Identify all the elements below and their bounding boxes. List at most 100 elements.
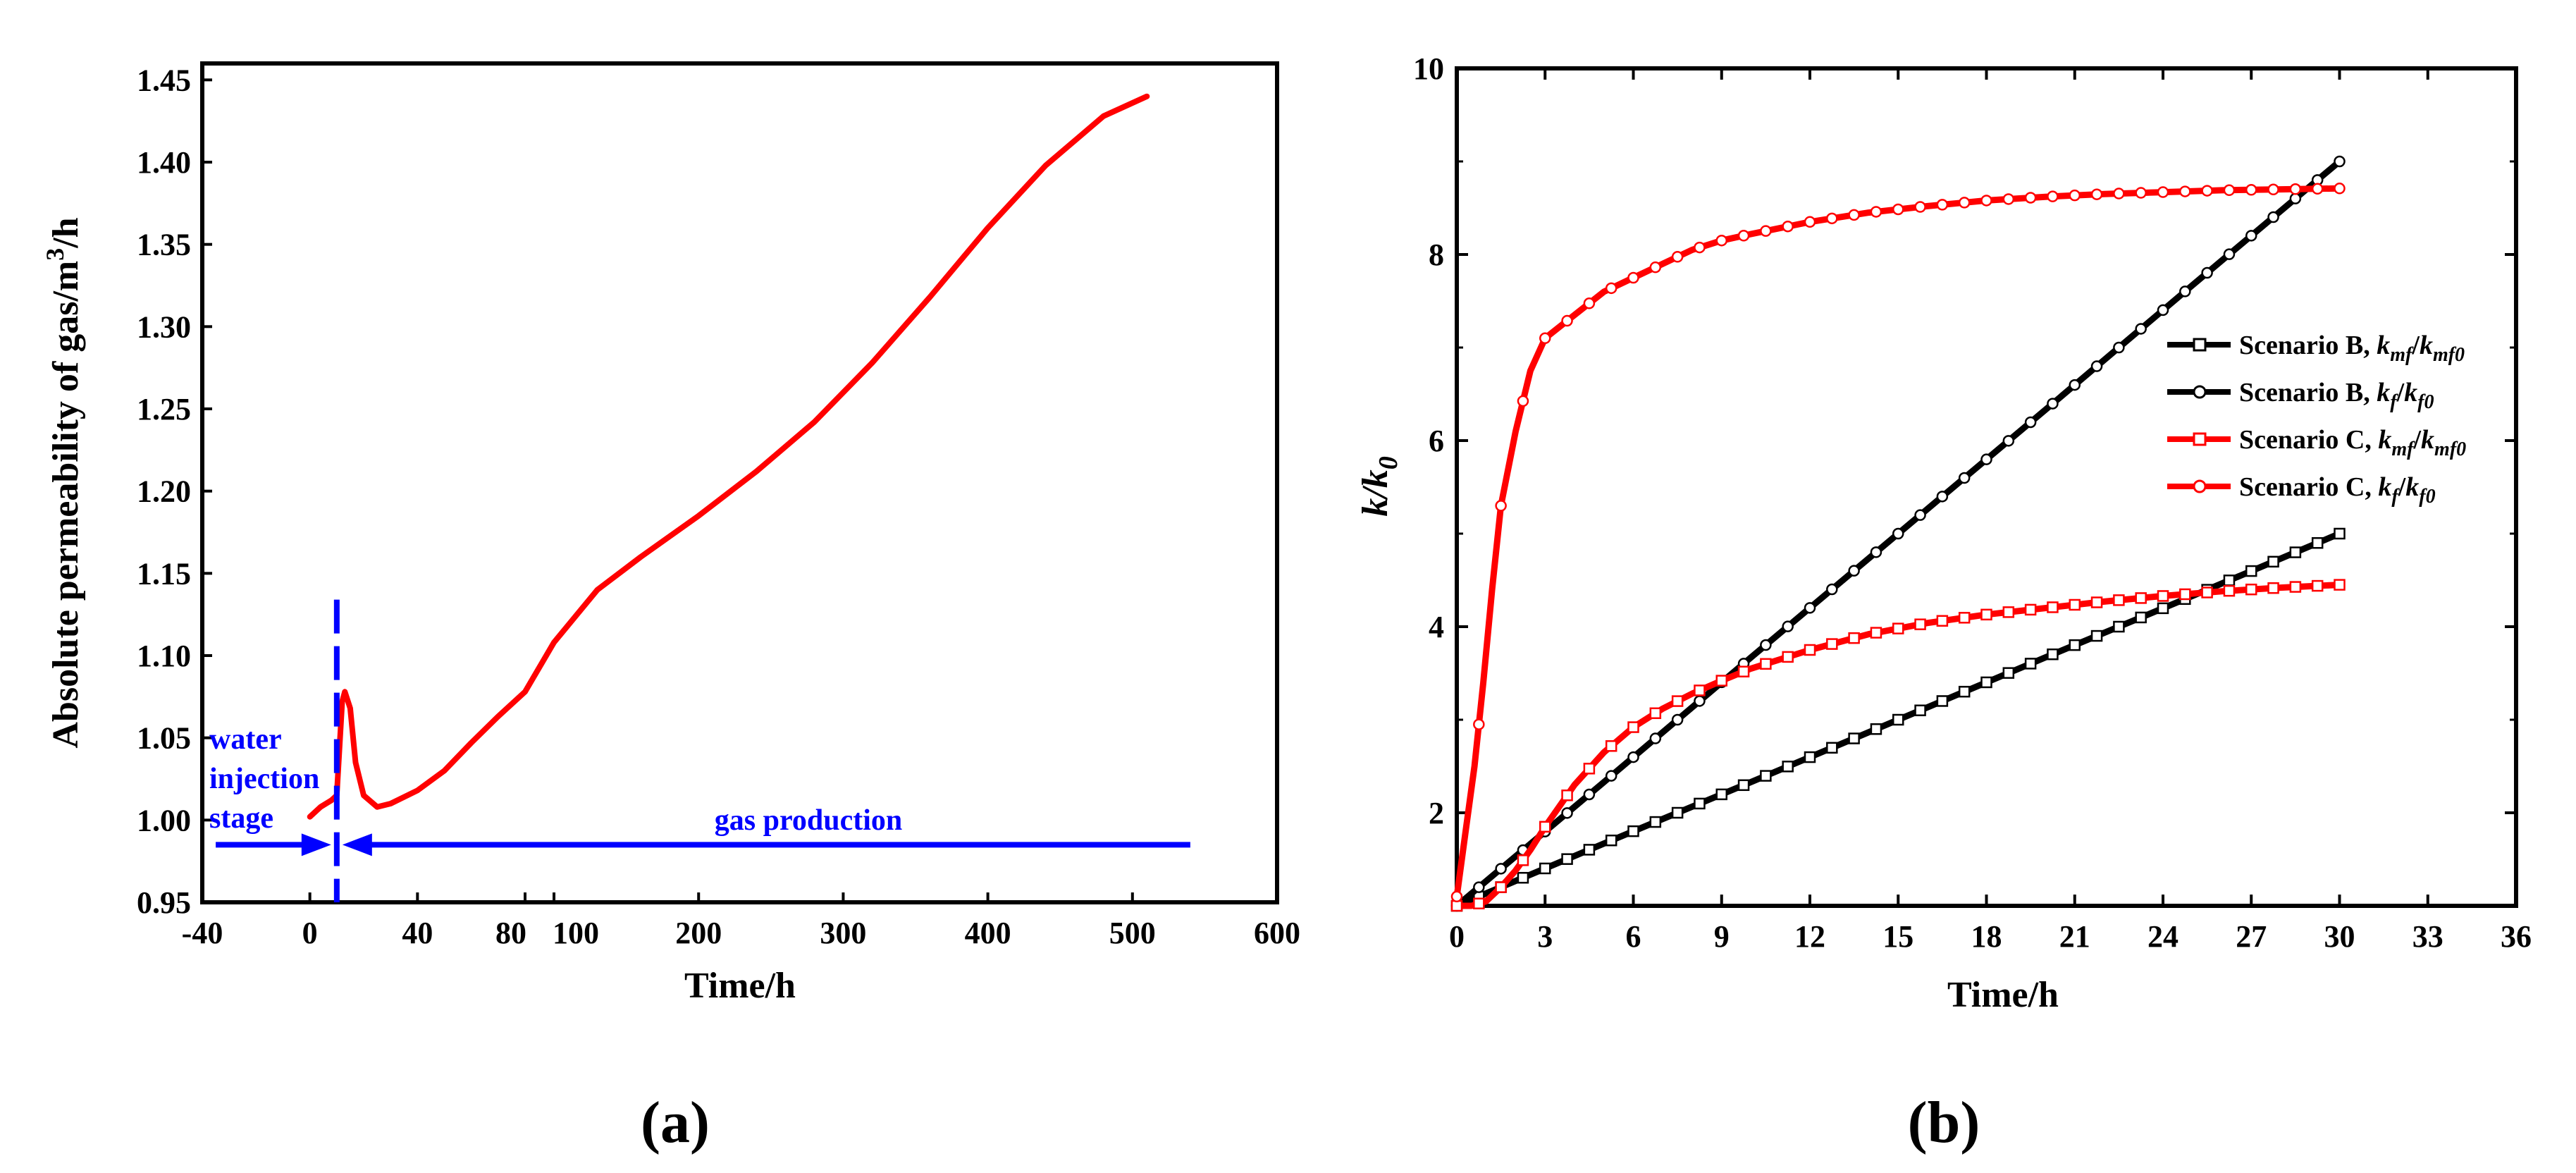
- panel-b-x-tick-label: 0: [1449, 919, 1465, 954]
- panel-b-series-marker-2: [1473, 881, 1485, 893]
- panel-b-series-marker-1: [1826, 742, 1838, 754]
- panel-b-series-marker-2: [1848, 565, 1860, 577]
- panel-b-series-marker-3: [1870, 627, 1882, 639]
- panel-b-series-marker-4: [1848, 209, 1860, 221]
- panel-b-series-marker-2: [2047, 398, 2059, 410]
- panel-b-series-marker-1: [1694, 797, 1706, 810]
- panel-b-series-marker-4: [1958, 197, 1971, 209]
- panel-a-y-axis-title-main: Absolute permeability of gas/m: [46, 261, 86, 749]
- panel-b-series-marker-4: [1671, 251, 1684, 263]
- panel-b-series-marker-1: [1892, 713, 1904, 726]
- panel-a-y-tick-label: 1.10: [137, 639, 191, 673]
- panel-b-series-marker-2: [2069, 379, 2081, 391]
- annotation-water-line-2: injection: [209, 763, 319, 795]
- panel-b-series-marker-1: [1583, 844, 1596, 856]
- panel-b-series-marker-3: [2113, 594, 2125, 606]
- panel-b-series-marker-4: [1782, 220, 1794, 233]
- panel-b-series-marker-2: [2002, 435, 2015, 447]
- panel-b-series-marker-4: [2135, 187, 2147, 199]
- panel-b-x-tick-label: 9: [1714, 919, 1730, 954]
- panel-b-y-tick-label: 4: [1429, 610, 1444, 644]
- panel-b-series-marker-1: [2113, 620, 2125, 633]
- legend-k0: k: [2421, 425, 2434, 455]
- legend-k: k: [2377, 378, 2390, 407]
- legend-k: k: [2377, 331, 2390, 360]
- panel-b-series-marker-2: [1605, 770, 1617, 782]
- panel-a-y-tick-label: 0.95: [137, 885, 191, 920]
- panel-b-series-marker-4: [1760, 225, 1772, 237]
- panel-b-series-marker-3: [2157, 590, 2169, 602]
- legend-sub0: f0: [2419, 486, 2435, 508]
- panel-b-series-marker-1: [2047, 648, 2059, 661]
- panel-a-y-axis-title-end: /h: [46, 217, 86, 248]
- panel-b-series-marker-4: [2223, 184, 2236, 197]
- legend-marker-2: [2193, 385, 2207, 399]
- legend-entry-prefix: Scenario C,: [2239, 472, 2378, 502]
- panel-b-series-marker-4: [1980, 195, 1992, 207]
- panel-b-x-axis-title: Time/h: [1947, 975, 2059, 1015]
- panel-b-series-marker-1: [2069, 639, 2081, 651]
- legend-k: k: [2378, 472, 2391, 502]
- panel-b-series-marker-4: [1495, 500, 1507, 512]
- panel-b-series-marker-4: [2311, 183, 2324, 195]
- panel-a-x-ticks: -40 0 40 80 100 200 300 400 500 600: [182, 892, 1300, 950]
- panel-b-series-marker-4: [2047, 190, 2059, 202]
- panel-b-series-marker-4: [1914, 201, 1926, 213]
- panel-b-y-axis-title-sub: 0: [1374, 456, 1403, 469]
- panel-b-series-marker-4: [1473, 718, 1485, 730]
- panel-b-series-marker-2: [1649, 732, 1662, 744]
- panel-b-series-marker-2: [1892, 527, 1904, 540]
- panel-b-series-marker-3: [1892, 622, 1904, 634]
- panel-b-series-marker-3: [2047, 601, 2059, 613]
- panel-b-y-tick-label: 2: [1429, 796, 1444, 830]
- panel-b-series-marker-3: [1694, 684, 1706, 696]
- panel-b-series-marker-3: [2289, 581, 2302, 593]
- legend-marker-1: [2193, 338, 2207, 352]
- panel-a-y-tick-label: 1.45: [137, 63, 191, 97]
- legend-k: k: [2378, 425, 2391, 455]
- panel-b-series-marker-1: [1627, 825, 1639, 837]
- panel-b-series-marker-1: [1936, 695, 1949, 707]
- panel-b-series-marker-2: [2267, 211, 2279, 223]
- panel-b-series-marker-1: [2157, 602, 2169, 615]
- panel-a-y-tick-label: 1.00: [137, 803, 191, 837]
- panel-b-series-marker-4: [2201, 185, 2213, 197]
- panel-b-series-marker-1: [2002, 667, 2015, 679]
- panel-b-series-marker-1: [1848, 732, 1860, 744]
- panel-a-y-tick-label: 1.15: [137, 556, 191, 591]
- panel-a-x-tick-label: 600: [1254, 916, 1300, 950]
- panel-b-series-marker-4: [1627, 271, 1639, 284]
- panel-b-series-marker-4: [1737, 230, 1750, 242]
- panel-b-series-marker-3: [2334, 579, 2346, 591]
- panel-a-y-tick-label: 1.35: [137, 228, 191, 262]
- panel-b-series-marker-4: [1694, 241, 1706, 254]
- panel-b-series-marker-1: [1870, 723, 1882, 735]
- panel-b-series-marker-1: [1715, 788, 1727, 801]
- panel-b-series-marker-2: [2334, 155, 2346, 168]
- panel-b-series-marker-2: [1804, 602, 1816, 614]
- water-injection-arrowhead: [301, 833, 331, 856]
- panel-a-x-tick-label: 200: [675, 916, 722, 950]
- panel-b-series-marker-1: [1605, 834, 1617, 847]
- legend-sub0: mf0: [2433, 344, 2465, 366]
- panel-a-permeability-curve: [307, 93, 1150, 820]
- panel-a-y-tick-label: 1.05: [137, 721, 191, 756]
- panel-b-x-tick-label: 18: [1971, 919, 2002, 954]
- panel-b-series-marker-3: [1649, 707, 1662, 720]
- legend-entry-4: Scenario C, kf/kf0: [2239, 472, 2436, 508]
- panel-b-series-marker-4: [1715, 234, 1727, 247]
- panel-b-series-marker-3: [2069, 598, 2081, 611]
- panel-a-x-tick-label: 500: [1109, 916, 1156, 950]
- panel-b-series-marker-2: [1561, 807, 1573, 819]
- panel-b-x-tick-label: 15: [1882, 919, 1913, 954]
- panel-b-series-marker-1: [1649, 816, 1662, 828]
- panel-b-series-marker-3: [1605, 740, 1617, 752]
- legend-slash: /: [2411, 331, 2420, 360]
- panel-b-series-marker-3: [2267, 582, 2279, 594]
- panel-b-series-marker-4: [1804, 216, 1816, 228]
- panel-b-series-marker-4: [1936, 199, 1949, 211]
- panel-b-series-marker-4: [2069, 189, 2081, 202]
- panel-b-series-marker-2: [2113, 341, 2125, 354]
- panel-b-series-marker-3: [2024, 603, 2037, 616]
